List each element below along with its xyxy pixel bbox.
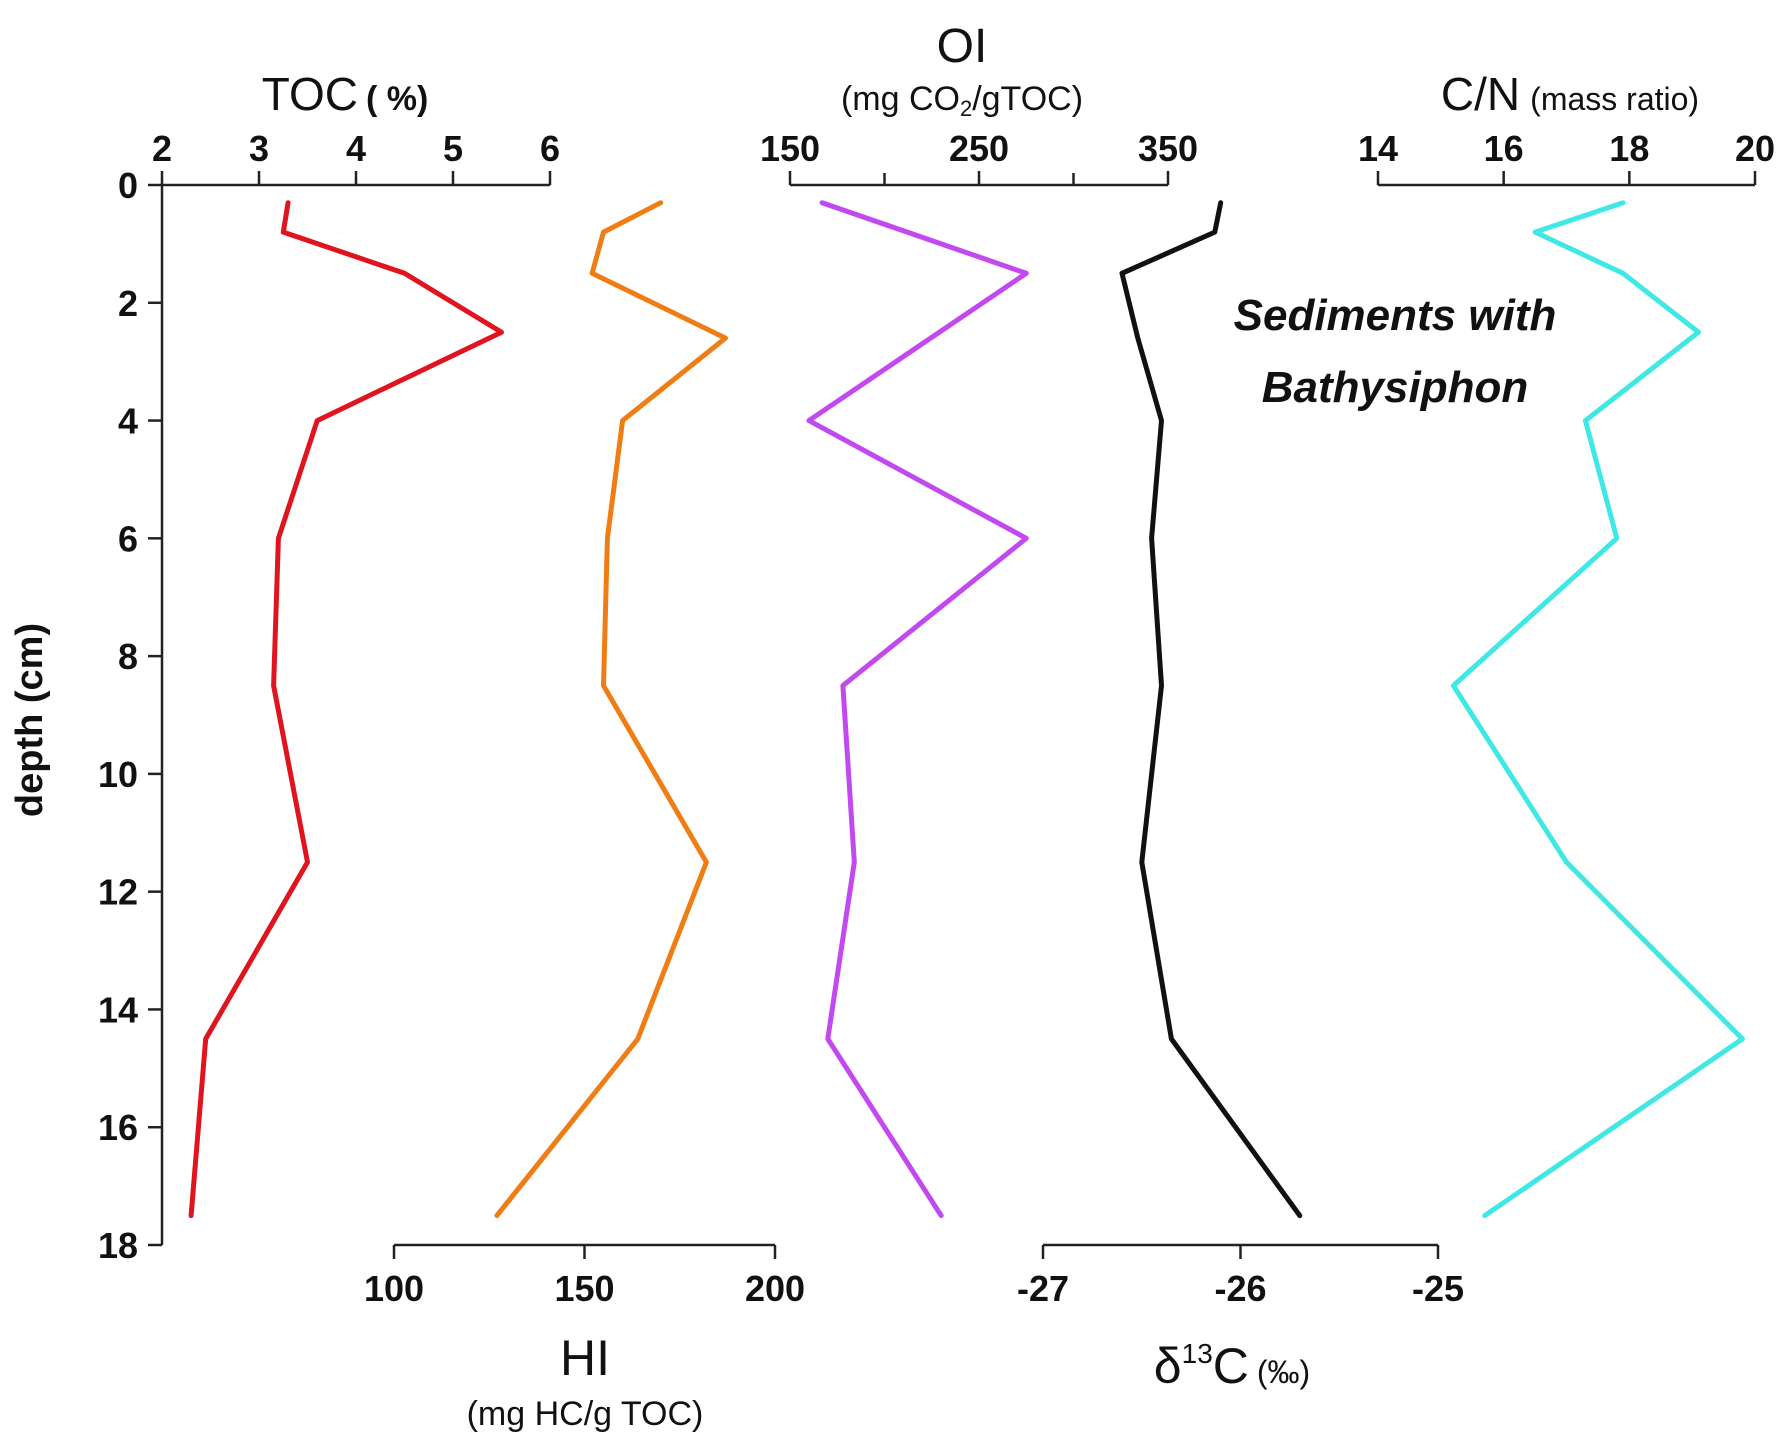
d13c-axis: δ13C (‰): [1154, 1338, 1310, 1394]
cn-axis-title: C/N (mass ratio): [1441, 68, 1699, 120]
hi-axis: HI (mg HC/g TOC): [467, 1330, 704, 1433]
toc-tick-label: 6: [540, 128, 560, 169]
cn-axis: C/N (mass ratio): [1441, 68, 1699, 120]
d13c-series-line: [1119, 200, 1303, 1219]
depth-tick-label: 0: [118, 165, 138, 206]
annotation-line-1: Sediments with: [1234, 291, 1557, 340]
cn-title-text: C/N: [1441, 68, 1520, 120]
hi-tick-label: 100: [364, 1268, 424, 1309]
hi-axis-title: HI: [560, 1330, 610, 1386]
cn-tick-label: 14: [1358, 128, 1398, 169]
d13c-unit-text: (‰): [1257, 1354, 1310, 1390]
depth-tick-label: 12: [98, 872, 138, 913]
toc-axis: TOC( %): [262, 68, 429, 120]
toc-series-line: [188, 200, 504, 1219]
oi-axis-unit: (mg CO2/gTOC): [841, 80, 1083, 121]
d13c-tick-label: -26: [1214, 1268, 1266, 1309]
toc-value-axis: 2 3 4 5 6: [152, 128, 560, 187]
oi-tick-label: 350: [1138, 128, 1198, 169]
depth-tick-label: 4: [118, 401, 138, 442]
cn-tick-label: 16: [1484, 128, 1524, 169]
toc-tick-label: 4: [346, 128, 366, 169]
hi-axis-unit: (mg HC/g TOC): [467, 1395, 704, 1433]
d13c-value-axis: -27 -26 -25: [1017, 1243, 1464, 1309]
depth-axis: 0 2 4 6 8 10 12 14 16 18 depth (cm): [9, 165, 164, 1266]
oi-axis-title: OI: [937, 20, 988, 73]
cn-tick-label: 18: [1609, 128, 1649, 169]
depth-tick-label: 18: [98, 1225, 138, 1266]
depth-axis-ticks: 0 2 4 6 8 10 12 14 16 18: [98, 165, 162, 1266]
value-axes: 2 3 4 5 6 100 150 200 150 250 350 -27 -26 -25 14 16 18 20: [152, 128, 1775, 1309]
hi-tick-label: 150: [554, 1268, 614, 1309]
depth-tick-label: 14: [98, 989, 138, 1030]
oi-tick-label: 150: [760, 128, 820, 169]
cn-value-axis: 14 16 18 20: [1358, 128, 1775, 187]
d13c-title-text: δ13C: [1154, 1338, 1249, 1394]
bathysiphon-annotation: Sediments with Bathysiphon: [1234, 291, 1557, 412]
oi-tick-label: 250: [949, 128, 1009, 169]
toc-tick-label: 3: [249, 128, 269, 169]
toc-axis-title: TOC( %): [262, 68, 429, 120]
depth-tick-label: 8: [118, 636, 138, 677]
oi-axis: OI (mg CO2/gTOC): [841, 20, 1083, 121]
toc-unit-text: ( %): [366, 80, 428, 118]
depth-tick-label: 16: [98, 1107, 138, 1148]
depth-tick-label: 2: [118, 283, 138, 324]
oi-value-axis: 150 250 350: [760, 128, 1198, 187]
depth-axis-title: depth (cm): [9, 623, 51, 817]
cn-tick-label: 20: [1735, 128, 1775, 169]
annotation-line-2: Bathysiphon: [1262, 363, 1528, 412]
hi-tick-label: 200: [745, 1268, 805, 1309]
hi-value-axis: 100 150 200: [364, 1243, 805, 1309]
oi-series-line: [806, 200, 1029, 1219]
d13c-tick-label: -25: [1412, 1268, 1464, 1309]
d13c-axis-title: δ13C (‰): [1154, 1338, 1310, 1394]
toc-tick-label: 5: [443, 128, 463, 169]
toc-title-text: TOC: [262, 68, 358, 120]
toc-tick-label: 2: [152, 128, 172, 169]
d13c-tick-label: -27: [1017, 1268, 1069, 1309]
depth-tick-label: 6: [118, 518, 138, 559]
cn-unit-text: (mass ratio): [1530, 81, 1699, 117]
hi-series-line: [494, 200, 728, 1219]
depth-tick-label: 10: [98, 754, 138, 795]
cn-series-line: [1450, 200, 1745, 1219]
series-lines: [188, 200, 1745, 1219]
